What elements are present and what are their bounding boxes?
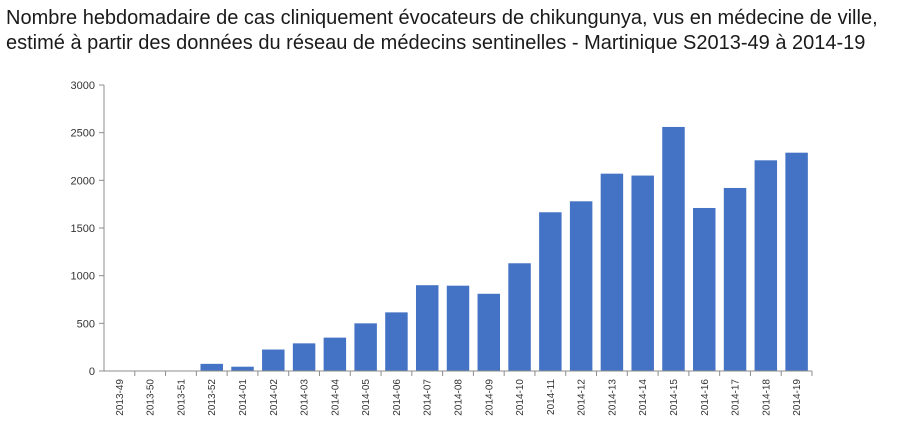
chart-title: Nombre hebdomadaire de cas cliniquement … [6, 6, 911, 56]
bar-2014-07 [415, 285, 439, 371]
bars [200, 126, 808, 372]
x-tick-label: 2014-02 [269, 379, 280, 416]
bar-2014-06 [385, 312, 408, 371]
bar-2014-19 [785, 152, 808, 371]
y-tick-label: 500 [77, 318, 95, 330]
x-tick-label: 2014-18 [761, 379, 772, 416]
x-tick-label: 2014-07 [423, 379, 434, 416]
y-tick-label: 2000 [71, 175, 95, 187]
bar-2014-15 [662, 126, 685, 372]
x-tick-label: 2014-16 [700, 379, 711, 416]
x-tick-label: 2014-13 [607, 379, 618, 416]
y-tick-label: 3000 [71, 80, 95, 92]
y-tick-label: 0 [89, 366, 95, 378]
x-tick-label: 2014-10 [515, 379, 526, 416]
bar-2014-02 [262, 349, 285, 371]
x-tick-label: 2013-51 [176, 379, 187, 416]
x-tick-label: 2014-09 [484, 379, 495, 416]
bar-2013-52 [200, 363, 223, 371]
chart-title-line-1: Nombre hebdomadaire de cas cliniquement … [6, 7, 878, 29]
bar-2014-08 [446, 285, 470, 371]
x-tick-label: 2014-14 [638, 379, 649, 416]
x-tick-label: 2014-06 [392, 379, 403, 416]
bar-2014-11 [539, 212, 562, 371]
x-tick-label: 2013-50 [146, 379, 157, 416]
y-axis: 0 500 1000 1500 2000 2500 3000 [71, 80, 105, 378]
y-tick-label: 1000 [71, 271, 95, 283]
bar-2014-13 [600, 173, 624, 371]
bar-2014-16 [693, 207, 716, 371]
bar-2014-14 [631, 175, 654, 371]
x-tick-label: 2014-19 [792, 379, 803, 416]
x-tick-label: 2013-52 [207, 379, 218, 416]
x-tick-label: 2014-17 [731, 379, 742, 416]
bar-2014-17 [723, 187, 747, 371]
x-tick-label: 2014-01 [238, 379, 249, 416]
bar-2014-04 [323, 337, 347, 371]
bar-2014-10 [508, 263, 531, 371]
y-tick-label: 1500 [71, 223, 95, 235]
bar-2014-01 [231, 366, 254, 371]
x-tick-label: 2014-05 [361, 379, 372, 416]
x-tick-label: 2014-12 [577, 379, 588, 416]
bar-2014-09 [477, 293, 501, 371]
y-tick-label: 2500 [71, 128, 95, 140]
x-tick-label: 2014-11 [546, 379, 557, 415]
x-axis: 2013-49 2013-50 2013-51 2013-52 2014-01 2014-… [104, 370, 813, 416]
bar-2014-03 [292, 343, 316, 371]
bar-2014-05 [354, 323, 377, 371]
x-tick-label: 2014-15 [669, 379, 680, 416]
x-tick-label: 2014-04 [330, 379, 341, 416]
chart-title-line-2: estimé à partir des données du réseau de… [6, 32, 866, 54]
x-tick-label: 2014-03 [300, 379, 311, 416]
bar-2014-18 [754, 160, 778, 371]
x-tick-label: 2013-49 [115, 379, 126, 416]
x-tick-label: 2014-08 [454, 379, 465, 416]
bar-2014-12 [569, 201, 593, 371]
